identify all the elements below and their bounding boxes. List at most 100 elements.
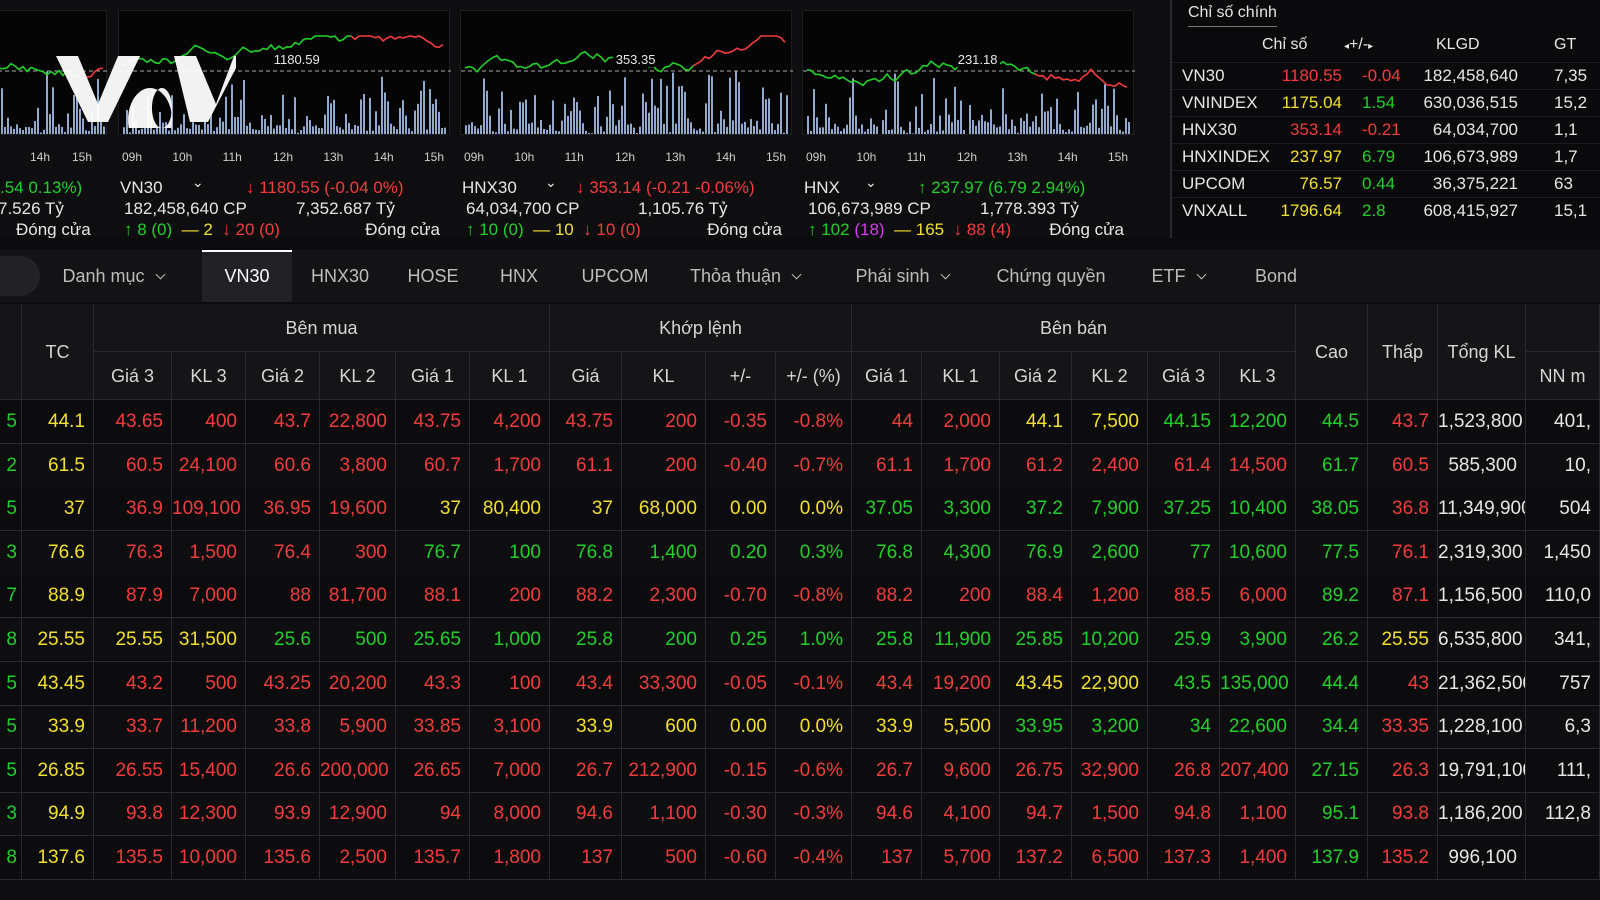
time-tick: 12h [273, 150, 294, 164]
reference-price-cell: 94.9 [22, 792, 94, 837]
volume-bar [630, 123, 632, 134]
volume-bar [996, 127, 998, 134]
main-index-panel: Chỉ số chính Chỉ số ◂+/-▸ KLGD GT VN30 1… [1170, 0, 1600, 238]
index-chart-vn30[interactable]: 1180.59 09h 10h 11h 12h 13h 14h 15h VN30 ⌄ ↓ 118… [118, 0, 451, 238]
board-cell: 0.20 [706, 530, 776, 575]
table-row[interactable]: 5 33.9 33.7 11,200 33.8 5,900 33.85 3,100 33.9 60… [0, 705, 1600, 750]
volume-bar [1035, 116, 1037, 134]
volume-bar [747, 127, 749, 134]
tab-main-indices[interactable]: Chỉ số chính [1188, 4, 1277, 27]
index-row[interactable]: VN30 1180.55 -0.04 182,458,640 7,35 [1172, 62, 1600, 89]
tab-etf[interactable]: ETF [1138, 250, 1218, 302]
board-cell: -0.05 [706, 661, 776, 706]
index-row[interactable]: VNINDEX 1175.04 1.54 630,036,515 15,2 [1172, 89, 1600, 116]
volume-bar [717, 123, 719, 134]
tab-danh-mục[interactable]: Danh mục [48, 250, 178, 302]
volume-bar [849, 97, 851, 134]
index-row-change: -0.21 [1362, 120, 1401, 139]
tab-thỏa-thuận[interactable]: Thỏa thuận [680, 250, 810, 302]
header-change-label: +/- [1349, 36, 1369, 53]
table-row[interactable]: 5 43.45 43.2 500 43.25 20,200 43.3 100 43.4 33,30… [0, 661, 1600, 706]
index-select-chevron-icon[interactable]: ⌄ [192, 174, 204, 190]
time-axis: 09h 10h 11h 12h 13h 14h 15h [118, 150, 450, 166]
tab-hnx30[interactable]: HNX30 [300, 250, 380, 302]
board-cell: 7,000 [470, 748, 550, 793]
tab-phái-sinh[interactable]: Phái sinh [842, 250, 962, 302]
index-row-volume: 608,415,927 [1423, 201, 1518, 220]
header-change[interactable]: ◂+/-▸ [1344, 36, 1373, 54]
volume-bar [924, 131, 926, 134]
index-row[interactable]: UPCOM 76.57 0.44 36,375,221 63 [1172, 170, 1600, 197]
index-row[interactable]: VNXALL 1796.64 2.8 608,415,927 15,1 [1172, 197, 1600, 224]
table-row[interactable]: 8 25.55 25.55 31,500 25.6 500 25.65 1,000 25.8 20… [0, 618, 1600, 662]
board-cell: 1,000 [470, 618, 550, 662]
tab-hose[interactable]: HOSE [398, 250, 468, 302]
volume-bar [1020, 117, 1022, 134]
tab-upcom[interactable]: UPCOM [572, 250, 658, 302]
volume-bar [213, 130, 215, 134]
volume-bar [55, 126, 57, 134]
volume-bar [639, 126, 641, 134]
table-row[interactable]: 5 26.85 26.55 15,400 26.6 200,000 26.65 7,000 26… [0, 748, 1600, 793]
reference-price-cell: 25.55 [22, 618, 94, 662]
volume-bar [393, 126, 395, 134]
tab-chứng-quyền[interactable]: Chứng quyền [986, 250, 1116, 302]
index-select-chevron-icon[interactable]: ⌄ [545, 174, 557, 190]
board-cell: 212,900 [622, 748, 706, 793]
volume-bar [876, 126, 878, 134]
volume-bar [1062, 129, 1064, 134]
index-row[interactable]: HNX30 353.14 -0.21 64,034,700 1,1 [1172, 116, 1600, 143]
volume-bar [378, 125, 380, 134]
table-row[interactable]: 7 88.9 87.9 7,000 88 81,700 88.1 200 88.2 2,300 -0… [0, 574, 1600, 619]
volume-bar [822, 127, 824, 134]
volume-bar [954, 86, 956, 134]
index-select-chevron-icon[interactable]: ⌄ [865, 174, 877, 190]
table-row[interactable]: 5 37 36.9 109,100 36.95 19,600 37 80,400 37 68,00… [0, 487, 1600, 532]
volume-bar [426, 129, 428, 134]
volume-bar [732, 120, 734, 134]
volume-bar [384, 92, 386, 134]
volume-bar [951, 122, 953, 134]
volume-bar [687, 118, 689, 134]
index-chart-hnx30[interactable]: 353.35 09h 10h 11h 12h 13h 14h 15h HNX30 ⌄ ↓ 353… [460, 0, 793, 238]
volume-bar [94, 126, 96, 134]
search-pill[interactable] [0, 256, 40, 296]
volume-bar [750, 119, 752, 134]
volume-bar [435, 99, 437, 134]
board-cell: 6,500 [1072, 836, 1148, 880]
volume-bar [627, 124, 629, 134]
ceiling-count: (18) [854, 220, 885, 238]
volume-bar [927, 129, 929, 134]
volume-bar [82, 118, 84, 134]
volume-bar [1068, 129, 1070, 134]
table-row[interactable]: 5 44.1 43.65 400 43.7 22,800 43.75 4,200 43.75 20… [0, 400, 1600, 444]
board-cell: 60.5 [1368, 443, 1438, 488]
board-cell: 25.9 [1148, 618, 1220, 662]
volume-bar [651, 78, 653, 134]
index-row-name: HNX30 [1182, 120, 1237, 139]
volume-bar [573, 97, 575, 134]
table-row[interactable]: 3 76.6 76.3 1,500 76.4 300 76.7 100 76.8 1,400 0.2… [0, 530, 1600, 575]
volume-bar [76, 87, 78, 134]
volume-bar [1, 88, 3, 134]
table-row[interactable]: 8 137.6 135.5 10,000 135.6 2,500 135.7 1,800 137… [0, 836, 1600, 880]
volume-bar [291, 129, 293, 134]
board-cell: -0.70 [706, 574, 776, 619]
board-cell: 11,900 [922, 618, 1000, 662]
table-row[interactable]: 2 61.5 60.5 24,100 60.6 3,800 60.7 1,700 61.1 200… [0, 443, 1600, 488]
volume-bar [918, 127, 920, 134]
tab-bond[interactable]: Bond [1246, 250, 1306, 302]
board-cell: 2,319,300 [1438, 530, 1526, 575]
volume-bar [189, 128, 191, 134]
tab-label: UPCOM [581, 266, 649, 286]
table-row[interactable]: 3 94.9 93.8 12,300 93.9 12,900 94 8,000 94.6 1,10… [0, 792, 1600, 837]
index-name: VN30 [120, 178, 163, 197]
board-header [0, 304, 1600, 400]
index-chart-hnx[interactable]: 231.18 09h 10h 11h 12h 13h 14h 15h HNX ⌄ ↑ 237.9… [802, 0, 1135, 238]
index-row[interactable]: HNXINDEX 237.97 6.79 106,673,989 1,7 [1172, 143, 1600, 170]
time-tick: 15h [766, 150, 787, 164]
tab-vn30[interactable]: VN30 [202, 250, 292, 302]
volume-bar [138, 130, 140, 134]
tab-hnx[interactable]: HNX [488, 250, 550, 302]
